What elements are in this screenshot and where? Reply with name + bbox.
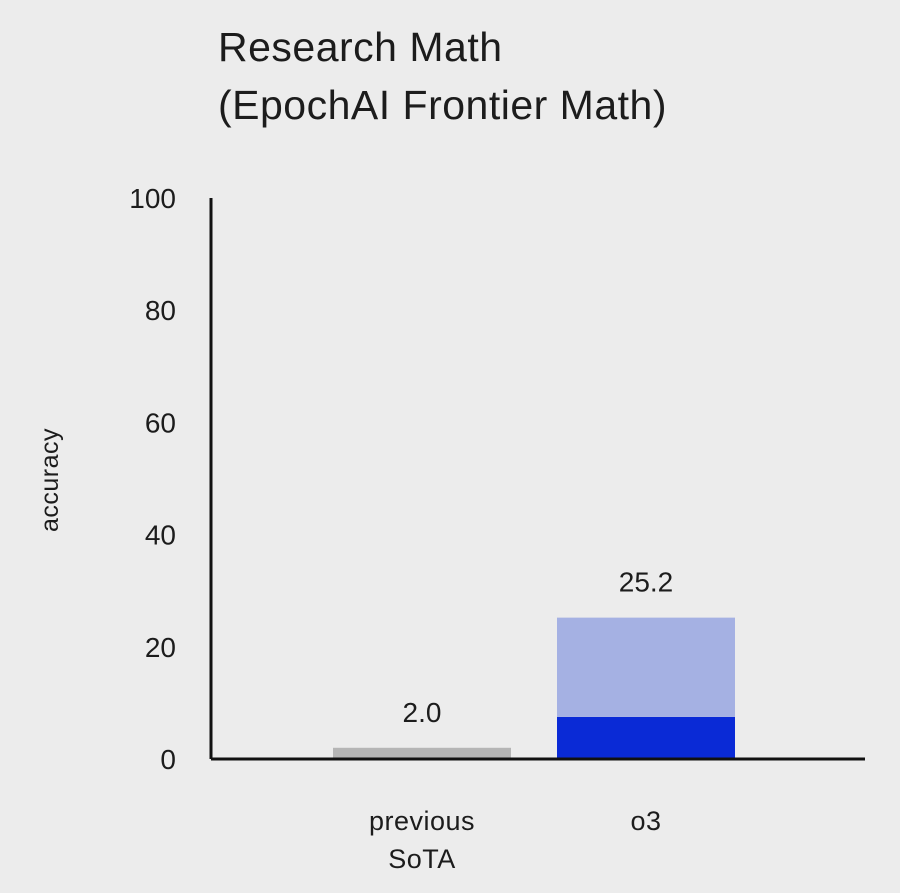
x-category-label-0-1: SoTA — [388, 844, 456, 874]
chart-title-block: Research Math (EpochAI Frontier Math) — [218, 18, 667, 134]
bar-segment-1-0 — [557, 716, 735, 759]
y-tick-label-40: 40 — [145, 520, 176, 551]
bar-segment-0-0 — [333, 747, 511, 759]
bars-layer — [333, 617, 735, 759]
bar-value-label-1: 25.2 — [619, 567, 674, 598]
bar-segment-1-1 — [557, 617, 735, 717]
axes-layer: 0 20 40 60 80 100 previous SoTA o3 accuracy — [36, 183, 865, 874]
y-tick-label-80: 80 — [145, 295, 176, 326]
x-category-label-1-0: o3 — [630, 806, 661, 836]
chart-title: Research Math — [218, 24, 503, 70]
y-tick-label-60: 60 — [145, 407, 176, 438]
y-tick-label-100: 100 — [129, 183, 176, 214]
y-tick-label-20: 20 — [145, 632, 176, 663]
y-tick-label-0: 0 — [160, 744, 176, 775]
labels-layer: 2.0 25.2 — [403, 567, 674, 728]
chart-subtitle: (EpochAI Frontier Math) — [218, 82, 667, 128]
bar-value-label-0: 2.0 — [403, 697, 442, 728]
y-axis-title: accuracy — [36, 428, 64, 532]
x-category-label-0-0: previous — [369, 806, 475, 836]
